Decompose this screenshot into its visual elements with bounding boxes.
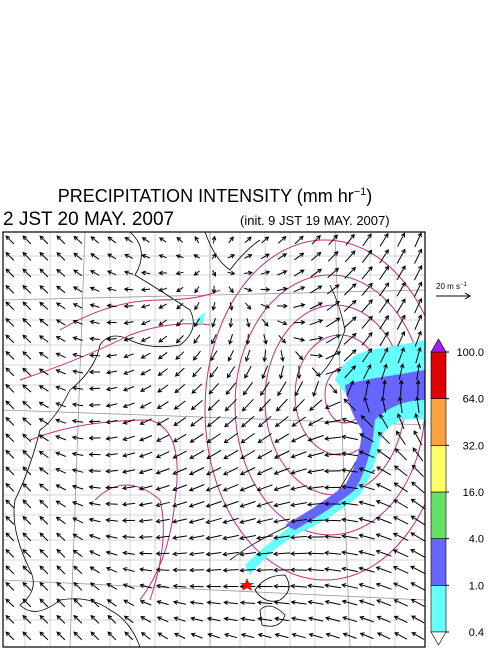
colorbar-label: 32.0 — [463, 440, 484, 452]
colorbar-segment — [430, 398, 447, 446]
title-end: ) — [366, 186, 372, 206]
colorbar-under — [430, 631, 447, 646]
colorbar-segment — [430, 585, 447, 633]
wind-vectors — [5, 232, 425, 641]
map-frame — [2, 231, 426, 648]
title-text: PRECIPITATION INTENSITY (mm hr — [58, 186, 354, 206]
colorbar-segment — [430, 491, 447, 539]
colorbar-segment — [430, 351, 447, 399]
colorbar-label: 1.0 — [469, 580, 484, 592]
colorbar-label: 0.4 — [469, 627, 484, 639]
wind-arrows — [5, 232, 425, 641]
title-sup: −1 — [354, 186, 367, 198]
wind-reference-sup: −1 — [460, 282, 468, 288]
wind-reference-arrow — [436, 292, 471, 300]
title: PRECIPITATION INTENSITY (mm hr−1) — [58, 186, 373, 206]
precipitation — [195, 312, 425, 575]
colorbar-label: 100.0 — [456, 347, 484, 359]
colorbar-label: 64.0 — [463, 394, 484, 406]
colorbar-segment — [430, 445, 447, 493]
wind-reference-label: 20 m s−1 — [436, 282, 468, 291]
colorbar-segment — [430, 538, 447, 586]
colorbar-label: 16.0 — [463, 487, 484, 499]
init-time: (init. 9 JST 19 MAY. 2007) — [240, 213, 390, 228]
colorbar-label: 4.0 — [469, 534, 484, 546]
wind-reference-text: 20 m s — [436, 282, 460, 291]
colorbar: 0.4 1.0 4.0 16.0 32.0 64.0 100.0 — [430, 338, 484, 646]
location-star — [240, 578, 254, 591]
colorbar-over — [430, 338, 447, 353]
map-body — [3, 232, 425, 647]
valid-time: 2 JST 20 MAY. 2007 — [3, 209, 174, 230]
